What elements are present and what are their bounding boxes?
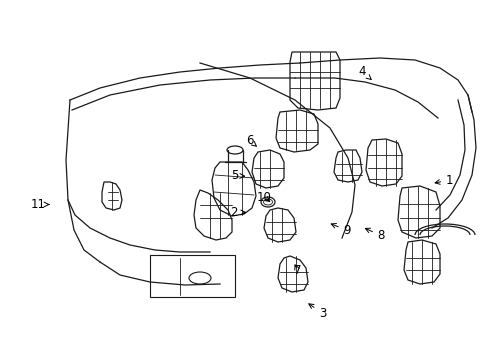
Text: 6: 6 [245,134,256,147]
Text: 5: 5 [230,169,244,182]
Text: 4: 4 [357,65,370,80]
Text: 11: 11 [31,198,49,211]
Text: 1: 1 [434,174,453,186]
Text: 3: 3 [308,304,326,320]
Text: 8: 8 [365,228,385,242]
Text: 2: 2 [230,206,245,219]
Text: 10: 10 [256,191,271,204]
Text: 9: 9 [330,224,350,237]
Bar [150,255,235,297]
Text: 7: 7 [293,264,301,276]
